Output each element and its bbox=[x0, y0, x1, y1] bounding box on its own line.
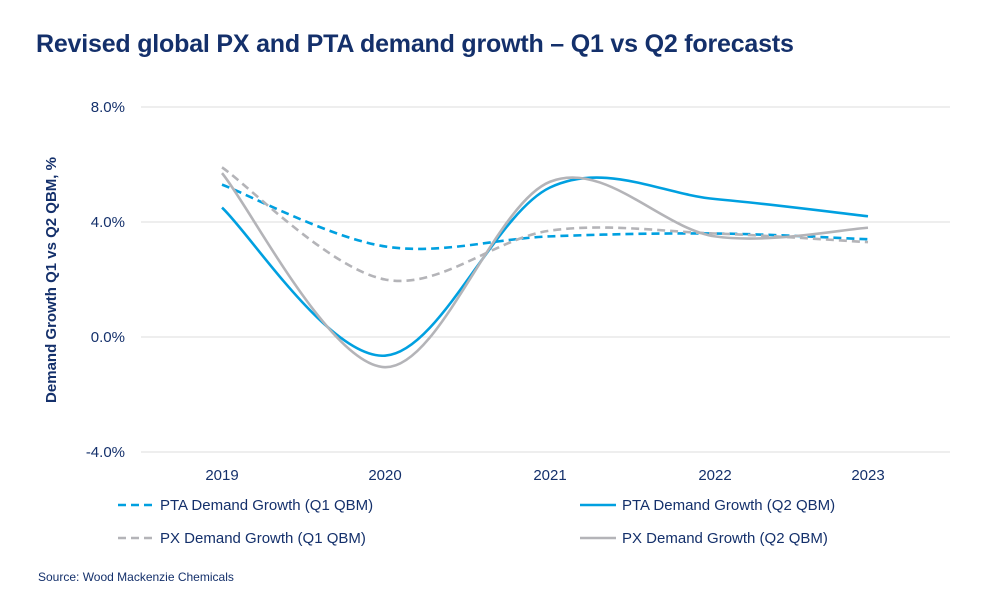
y-tick-label: 8.0% bbox=[91, 99, 125, 116]
y-tick-label: 0.0% bbox=[91, 329, 125, 346]
chart-title: Revised global PX and PTA demand growth … bbox=[36, 30, 794, 58]
y-axis-label: Demand Growth Q1 vs Q2 QBM, % bbox=[43, 157, 60, 403]
legend-label: PTA Demand Growth (Q2 QBM) bbox=[622, 497, 835, 514]
series-line-2 bbox=[221, 166, 869, 283]
source-note: Source: Wood Mackenzie Chemicals bbox=[38, 570, 234, 584]
y-tick-label: -4.0% bbox=[86, 444, 125, 461]
legend-label: PX Demand Growth (Q2 QBM) bbox=[622, 530, 828, 547]
legend-label: PX Demand Growth (Q1 QBM) bbox=[160, 530, 366, 547]
series-line-3 bbox=[221, 172, 869, 369]
x-tick-label: 2023 bbox=[851, 467, 884, 484]
x-tick-label: 2019 bbox=[205, 467, 238, 484]
x-tick-label: 2021 bbox=[533, 467, 566, 484]
series-line-1 bbox=[221, 176, 869, 357]
y-tick-label: 4.0% bbox=[91, 214, 125, 231]
x-tick-label: 2020 bbox=[368, 467, 401, 484]
x-tick-label: 2022 bbox=[698, 467, 731, 484]
legend-label: PTA Demand Growth (Q1 QBM) bbox=[160, 497, 373, 514]
series-line-0 bbox=[221, 183, 869, 251]
